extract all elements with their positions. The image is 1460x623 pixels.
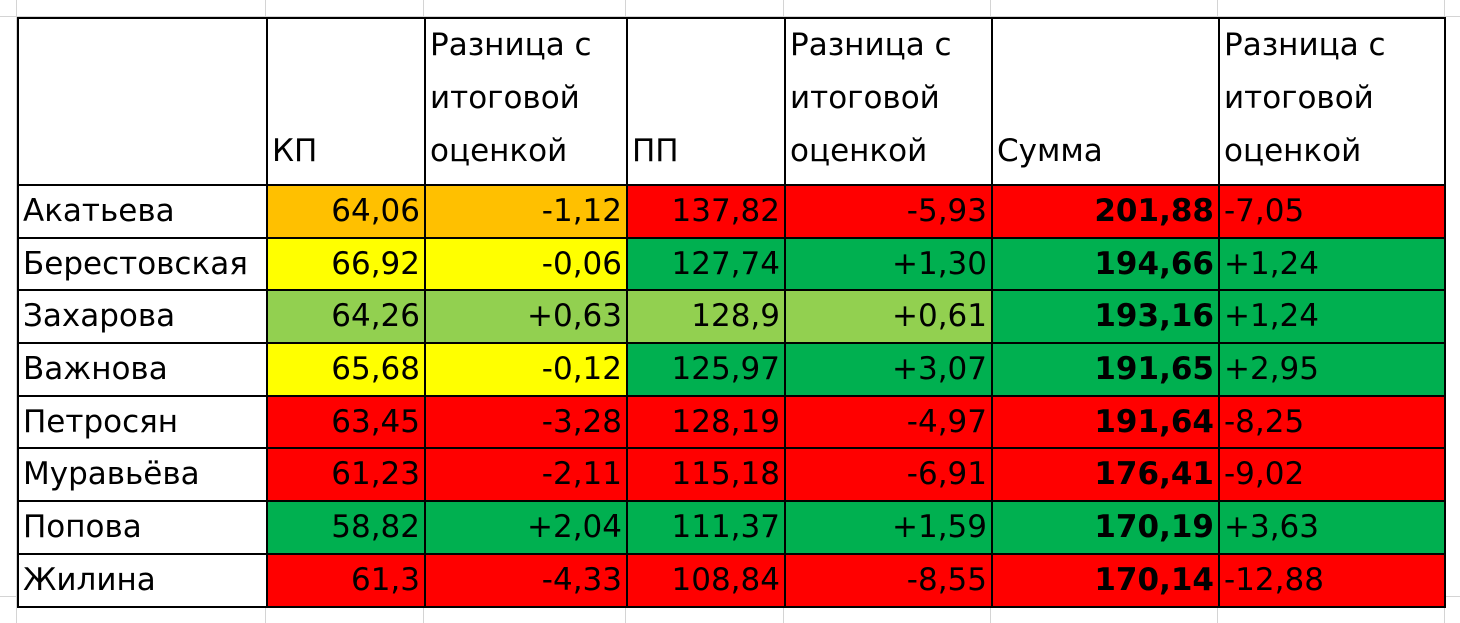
diff-kp-cell[interactable]: -0,12	[424, 342, 628, 397]
pp-cell[interactable]: 111,37	[626, 500, 786, 555]
diff-pp-cell[interactable]: -5,93	[784, 184, 993, 239]
sum-cell[interactable]: 194,66	[991, 236, 1220, 292]
diff-pp-cell[interactable]: +1,30	[784, 236, 993, 292]
header-sum[interactable]: Сумма	[991, 17, 1220, 186]
diff-kp-cell[interactable]: -0,06	[424, 236, 628, 292]
table-row: Петросян 63,45 -3,28 128,19 -4,97 191,64 -8,25	[17, 394, 1446, 450]
pp-cell[interactable]: 125,97	[626, 342, 786, 397]
diff-pp-cell[interactable]: -4,97	[784, 394, 993, 450]
name-cell[interactable]: Важнова	[17, 342, 268, 397]
kp-cell[interactable]: 61,23	[266, 447, 426, 503]
header-diff-kp[interactable]: Разница с итоговой оценкой	[424, 17, 628, 186]
table-row: Муравьёва 61,23 -2,11 115,18 -6,91 176,41 -9,0…	[17, 447, 1446, 503]
diff-pp-cell[interactable]: +3,07	[784, 342, 993, 397]
pp-cell[interactable]: 137,82	[626, 184, 786, 239]
diff-pp-cell[interactable]: +1,59	[784, 500, 993, 555]
diff-pp-cell[interactable]: -8,55	[784, 552, 993, 608]
header-pp[interactable]: ПП	[626, 17, 786, 186]
pp-cell[interactable]: 128,19	[626, 394, 786, 450]
diff-sum-cell[interactable]: -7,05	[1218, 184, 1446, 239]
kp-cell[interactable]: 58,82	[266, 500, 426, 555]
header-row: КП Разница с итоговой оценкой ПП Разница…	[17, 17, 1446, 186]
kp-cell[interactable]: 63,45	[266, 394, 426, 450]
kp-cell[interactable]: 66,92	[266, 236, 426, 292]
pp-cell[interactable]: 115,18	[626, 447, 786, 503]
diff-sum-cell[interactable]: +1,24	[1218, 236, 1446, 292]
header-diff-pp[interactable]: Разница с итоговой оценкой	[784, 17, 993, 186]
header-kp[interactable]: КП	[266, 17, 426, 186]
table-row: Жилина 61,3 -4,33 108,84 -8,55 170,14 -12,88	[17, 552, 1446, 608]
kp-cell[interactable]: 61,3	[266, 552, 426, 608]
sum-cell[interactable]: 191,65	[991, 342, 1220, 397]
table-row: Берестовская 66,92 -0,06 127,74 +1,30 194,66 +…	[17, 236, 1446, 292]
sum-cell[interactable]: 170,14	[991, 552, 1220, 608]
name-cell[interactable]: Попова	[17, 500, 268, 555]
diff-sum-cell[interactable]: -12,88	[1218, 552, 1446, 608]
pp-cell[interactable]: 128,9	[626, 289, 786, 345]
table-row: Попова 58,82 +2,04 111,37 +1,59 170,19 +3,63	[17, 500, 1446, 555]
diff-sum-cell[interactable]: +1,24	[1218, 289, 1446, 345]
name-cell[interactable]: Захарова	[17, 289, 268, 345]
sum-cell[interactable]: 170,19	[991, 500, 1220, 555]
diff-pp-cell[interactable]: +0,61	[784, 289, 993, 345]
name-cell[interactable]: Берестовская	[17, 236, 268, 292]
diff-pp-cell[interactable]: -6,91	[784, 447, 993, 503]
table-row: Акатьева 64,06 -1,12 137,82 -5,93 201,88 -7,05	[17, 184, 1446, 239]
diff-kp-cell[interactable]: +0,63	[424, 289, 628, 345]
sum-cell[interactable]: 176,41	[991, 447, 1220, 503]
diff-kp-cell[interactable]: +2,04	[424, 500, 628, 555]
kp-cell[interactable]: 65,68	[266, 342, 426, 397]
table-row: Захарова 64,26 +0,63 128,9 +0,61 193,16 +1,24	[17, 289, 1446, 345]
name-cell[interactable]: Муравьёва	[17, 447, 268, 503]
results-table: КП Разница с итоговой оценкой ПП Разница…	[17, 17, 1446, 608]
pp-cell[interactable]: 127,74	[626, 236, 786, 292]
table-row: Важнова 65,68 -0,12 125,97 +3,07 191,65 +2,95	[17, 342, 1446, 397]
name-cell[interactable]: Жилина	[17, 552, 268, 608]
diff-kp-cell[interactable]: -3,28	[424, 394, 628, 450]
header-diff-sum[interactable]: Разница с итоговой оценкой	[1218, 17, 1446, 186]
kp-cell[interactable]: 64,06	[266, 184, 426, 239]
pp-cell[interactable]: 108,84	[626, 552, 786, 608]
name-cell[interactable]: Петросян	[17, 394, 268, 450]
sum-cell[interactable]: 193,16	[991, 289, 1220, 345]
sum-cell[interactable]: 191,64	[991, 394, 1220, 450]
name-cell[interactable]: Акатьева	[17, 184, 268, 239]
diff-sum-cell[interactable]: +2,95	[1218, 342, 1446, 397]
diff-kp-cell[interactable]: -1,12	[424, 184, 628, 239]
diff-kp-cell[interactable]: -4,33	[424, 552, 628, 608]
diff-sum-cell[interactable]: -8,25	[1218, 394, 1446, 450]
diff-kp-cell[interactable]: -2,11	[424, 447, 628, 503]
diff-sum-cell[interactable]: +3,63	[1218, 500, 1446, 555]
header-name-cell[interactable]	[17, 17, 268, 186]
diff-sum-cell[interactable]: -9,02	[1218, 447, 1446, 503]
sum-cell[interactable]: 201,88	[991, 184, 1220, 239]
kp-cell[interactable]: 64,26	[266, 289, 426, 345]
